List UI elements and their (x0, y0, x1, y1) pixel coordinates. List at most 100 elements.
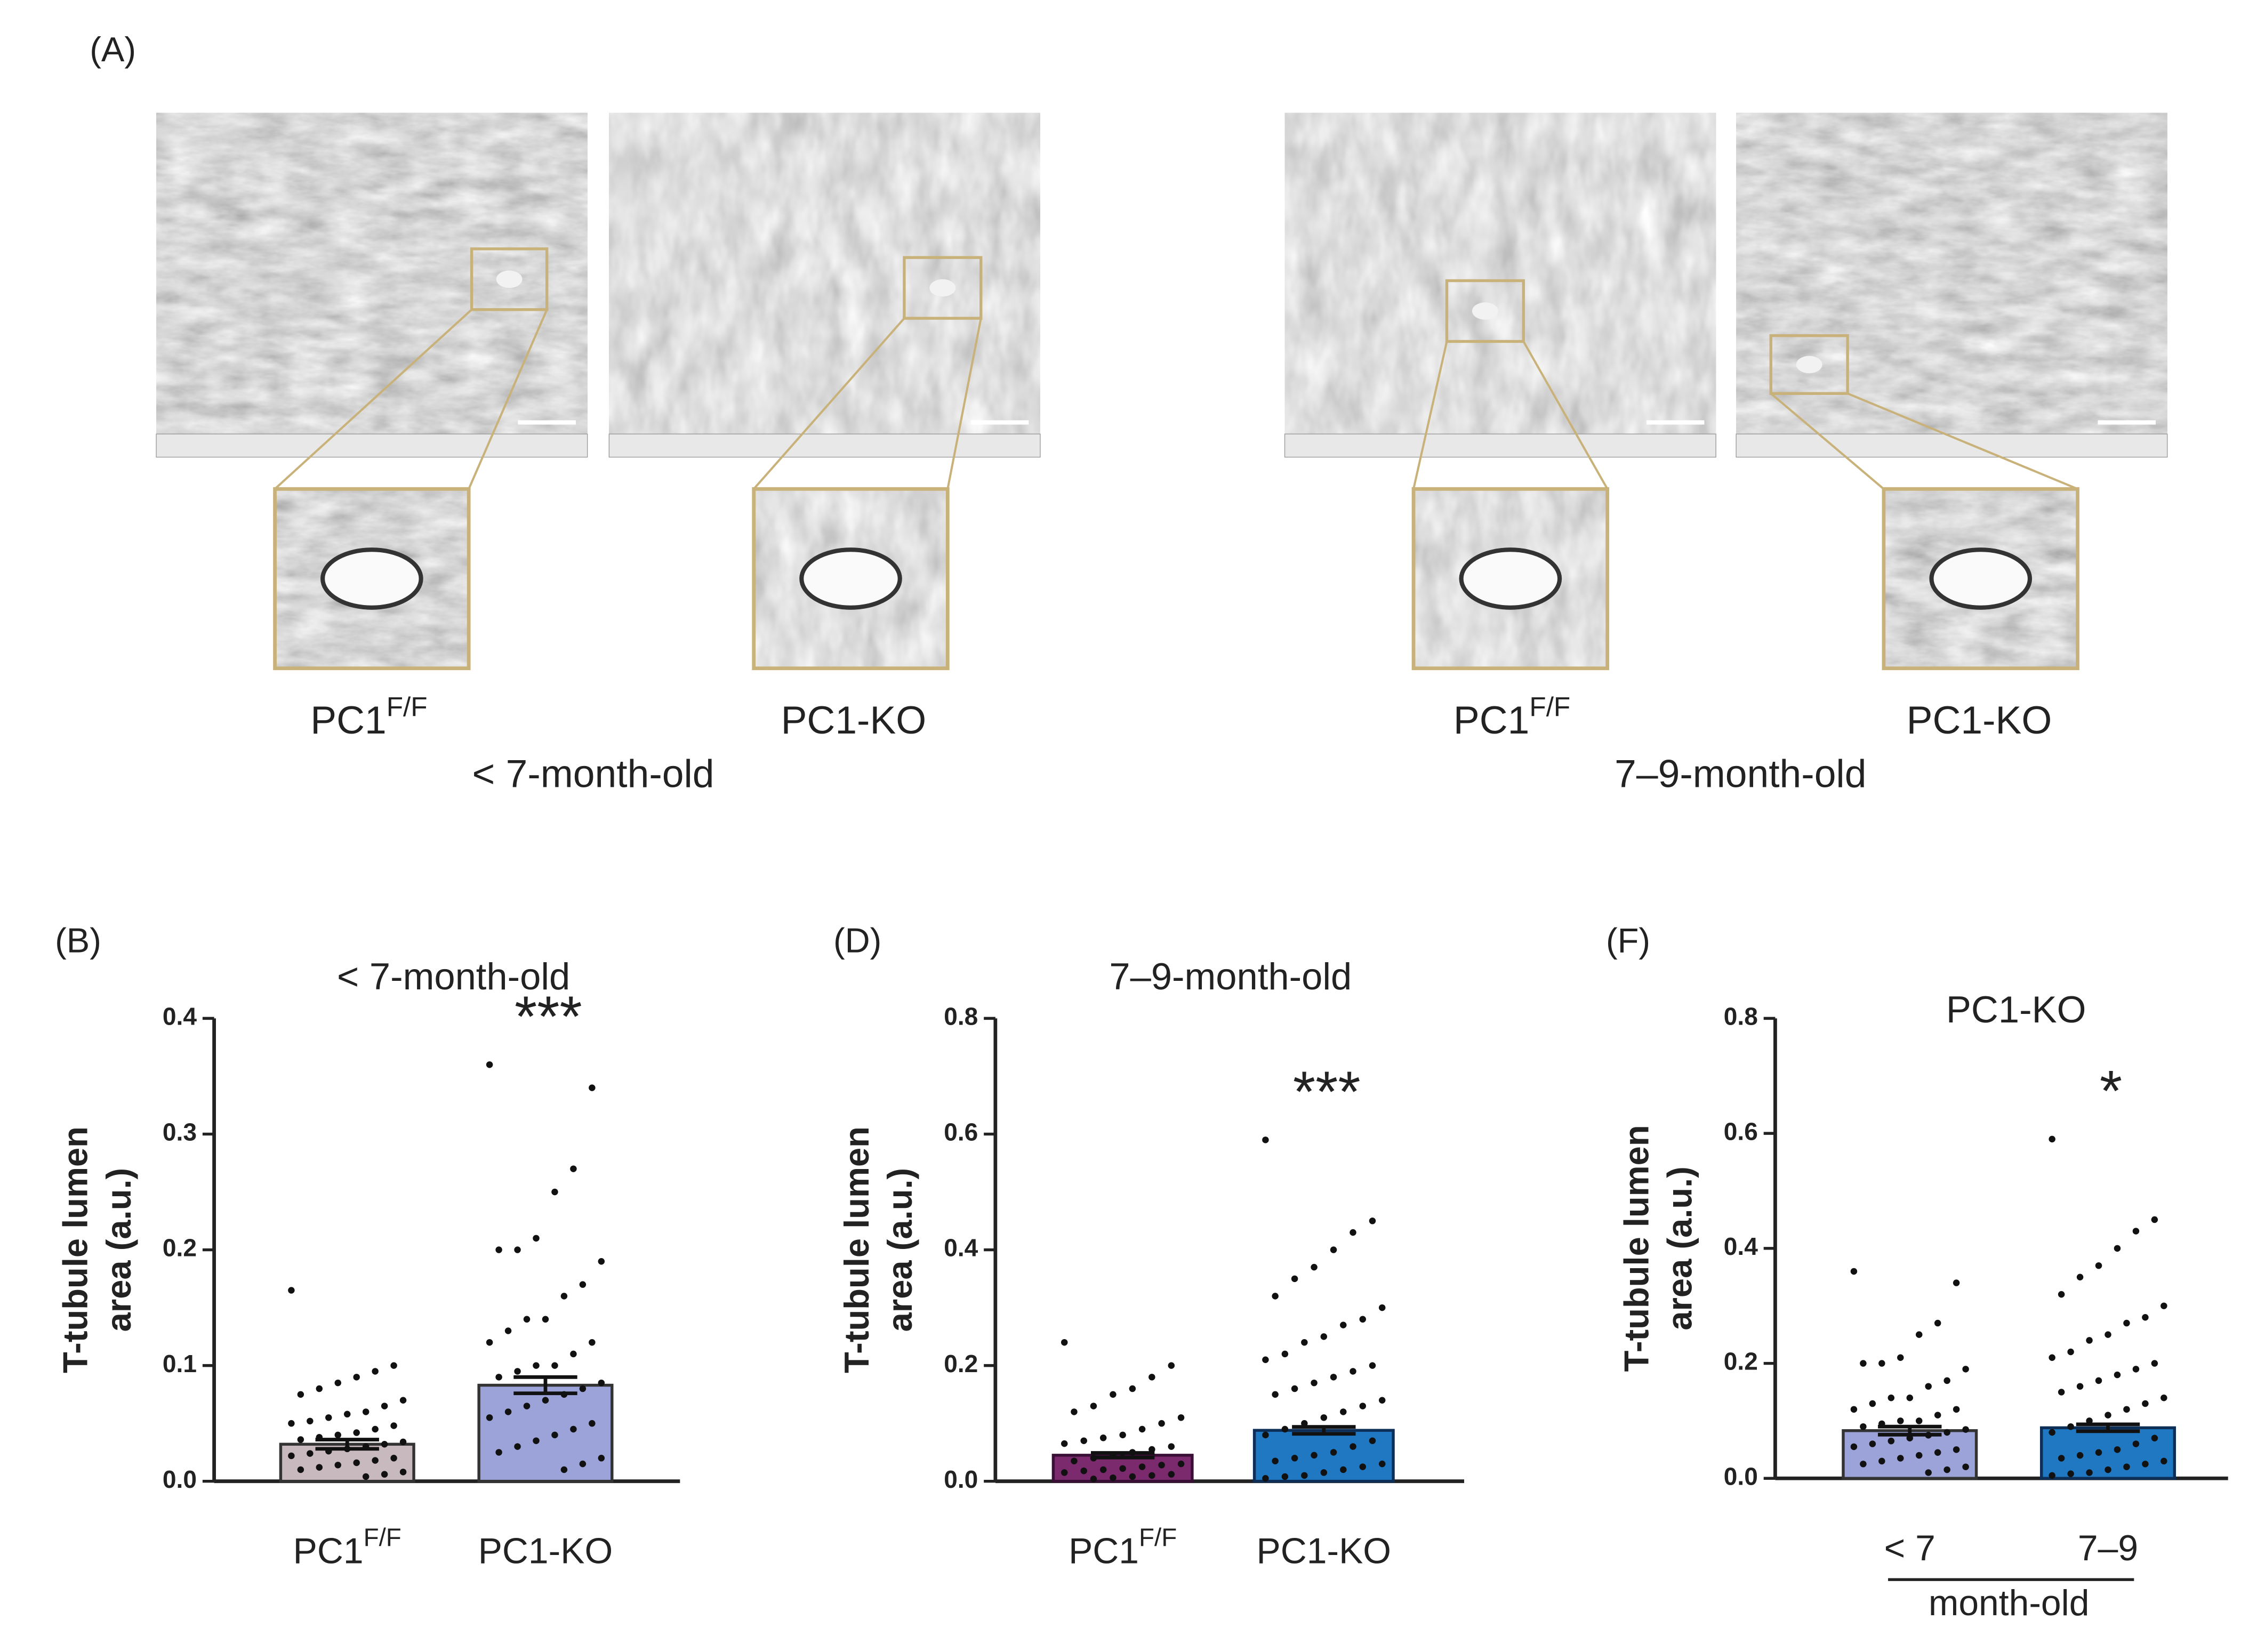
data-point (1330, 1246, 1337, 1253)
sample-label: PC1F/F (1453, 691, 1570, 742)
y-tick-label: 0.8 (944, 1003, 978, 1030)
data-point (560, 1466, 568, 1473)
data-point (2076, 1274, 2084, 1281)
panel-label: (F) (1606, 921, 1650, 960)
data-point (1916, 1417, 1923, 1424)
sample-label: PC1-KO (781, 698, 927, 742)
y-tick-label: 0.6 (944, 1118, 978, 1146)
data-point (399, 1397, 407, 1404)
data-point (1071, 1408, 1078, 1415)
data-point (598, 1258, 605, 1265)
zoom-box (1769, 334, 1849, 395)
data-point (2058, 1455, 2065, 1462)
data-point (288, 1420, 295, 1427)
data-point (334, 1431, 341, 1439)
zoom-line (946, 318, 982, 489)
data-point (504, 1408, 512, 1415)
data-point (1291, 1455, 1298, 1462)
data-point (399, 1469, 407, 1476)
data-point (1330, 1374, 1337, 1381)
data-point (2160, 1302, 2167, 1309)
data-point (1340, 1408, 1347, 1415)
data-point (486, 1061, 493, 1068)
data-point (2076, 1452, 2084, 1459)
data-point (1340, 1321, 1347, 1328)
data-point (2123, 1406, 2130, 1413)
x-tick-label-sup: F/F (1139, 1524, 1177, 1552)
x-tick-label: PC1-KO (1257, 1531, 1392, 1571)
data-point (2142, 1461, 2149, 1468)
lumen (496, 270, 523, 288)
data-point (2151, 1216, 2158, 1223)
data-point (1110, 1391, 1117, 1398)
data-point (1291, 1275, 1298, 1283)
data-point (1887, 1437, 1895, 1445)
y-tick-label: 0.4 (163, 1003, 197, 1030)
y-tick-label: 0.0 (163, 1465, 197, 1493)
x-tick-label-base: PC1 (1069, 1531, 1139, 1571)
zoom-frame (752, 487, 950, 671)
data-point (2114, 1245, 2121, 1252)
data-point (1953, 1446, 1960, 1453)
data-point (1925, 1469, 1932, 1476)
data-point (1330, 1449, 1337, 1456)
data-point (1906, 1395, 1914, 1401)
sample-label-base: PC1 (310, 698, 387, 742)
data-point (2067, 1470, 2074, 1477)
micrograph (156, 112, 588, 457)
data-point (1962, 1366, 1969, 1373)
data-point (362, 1473, 370, 1480)
zoom-line (1770, 392, 1885, 490)
data-point (1168, 1362, 1175, 1369)
data-point (334, 1462, 341, 1469)
y-tick-label: 0.4 (1724, 1232, 1758, 1260)
data-point (1378, 1460, 1386, 1468)
data-point (514, 1246, 521, 1253)
x-tick-label: 7–9 (2078, 1528, 2138, 1568)
data-point (1119, 1431, 1126, 1439)
data-point (2105, 1331, 2111, 1338)
data-point (1168, 1443, 1175, 1450)
data-point (1177, 1460, 1185, 1468)
data-point (1943, 1429, 1950, 1436)
data-point (1129, 1473, 1136, 1480)
error-bar (1878, 1424, 1942, 1437)
data-point (2132, 1440, 2140, 1447)
zoom-frame (1411, 487, 1610, 671)
data-point (551, 1431, 558, 1439)
zoom-line (468, 309, 548, 490)
data-point (1878, 1360, 1885, 1367)
data-point (2151, 1435, 2158, 1442)
bar (279, 1443, 415, 1483)
data-point (1850, 1268, 1858, 1275)
significance: * (2100, 1059, 2122, 1123)
data-point (1272, 1457, 1279, 1464)
data-point (1090, 1403, 1097, 1409)
data-point (2086, 1469, 2093, 1476)
data-point (1897, 1417, 1904, 1424)
data-point (1301, 1472, 1308, 1479)
significance: *** (515, 984, 582, 1049)
data-point (1262, 1356, 1269, 1364)
sample-label-base: PC1-KO (1907, 698, 2052, 742)
data-point (381, 1471, 388, 1478)
data-point (288, 1452, 295, 1460)
data-point (1158, 1420, 1165, 1427)
data-point (1378, 1397, 1386, 1404)
data-point (1369, 1437, 1376, 1444)
data-point (390, 1362, 397, 1369)
data-point (1962, 1463, 1969, 1470)
data-point (1320, 1333, 1328, 1340)
data-point (1869, 1440, 1876, 1447)
data-point (514, 1443, 521, 1450)
data-point (1953, 1406, 1960, 1413)
data-point (1291, 1385, 1298, 1392)
data-point (570, 1350, 577, 1358)
data-point (533, 1437, 540, 1444)
data-point (343, 1411, 351, 1418)
data-point (1887, 1395, 1895, 1401)
error-bar (315, 1438, 379, 1451)
data-point (1962, 1426, 1969, 1433)
y-axis-label: T-tubule lumen area (a.u.) (1617, 1125, 1699, 1372)
error-bar (1090, 1451, 1155, 1460)
